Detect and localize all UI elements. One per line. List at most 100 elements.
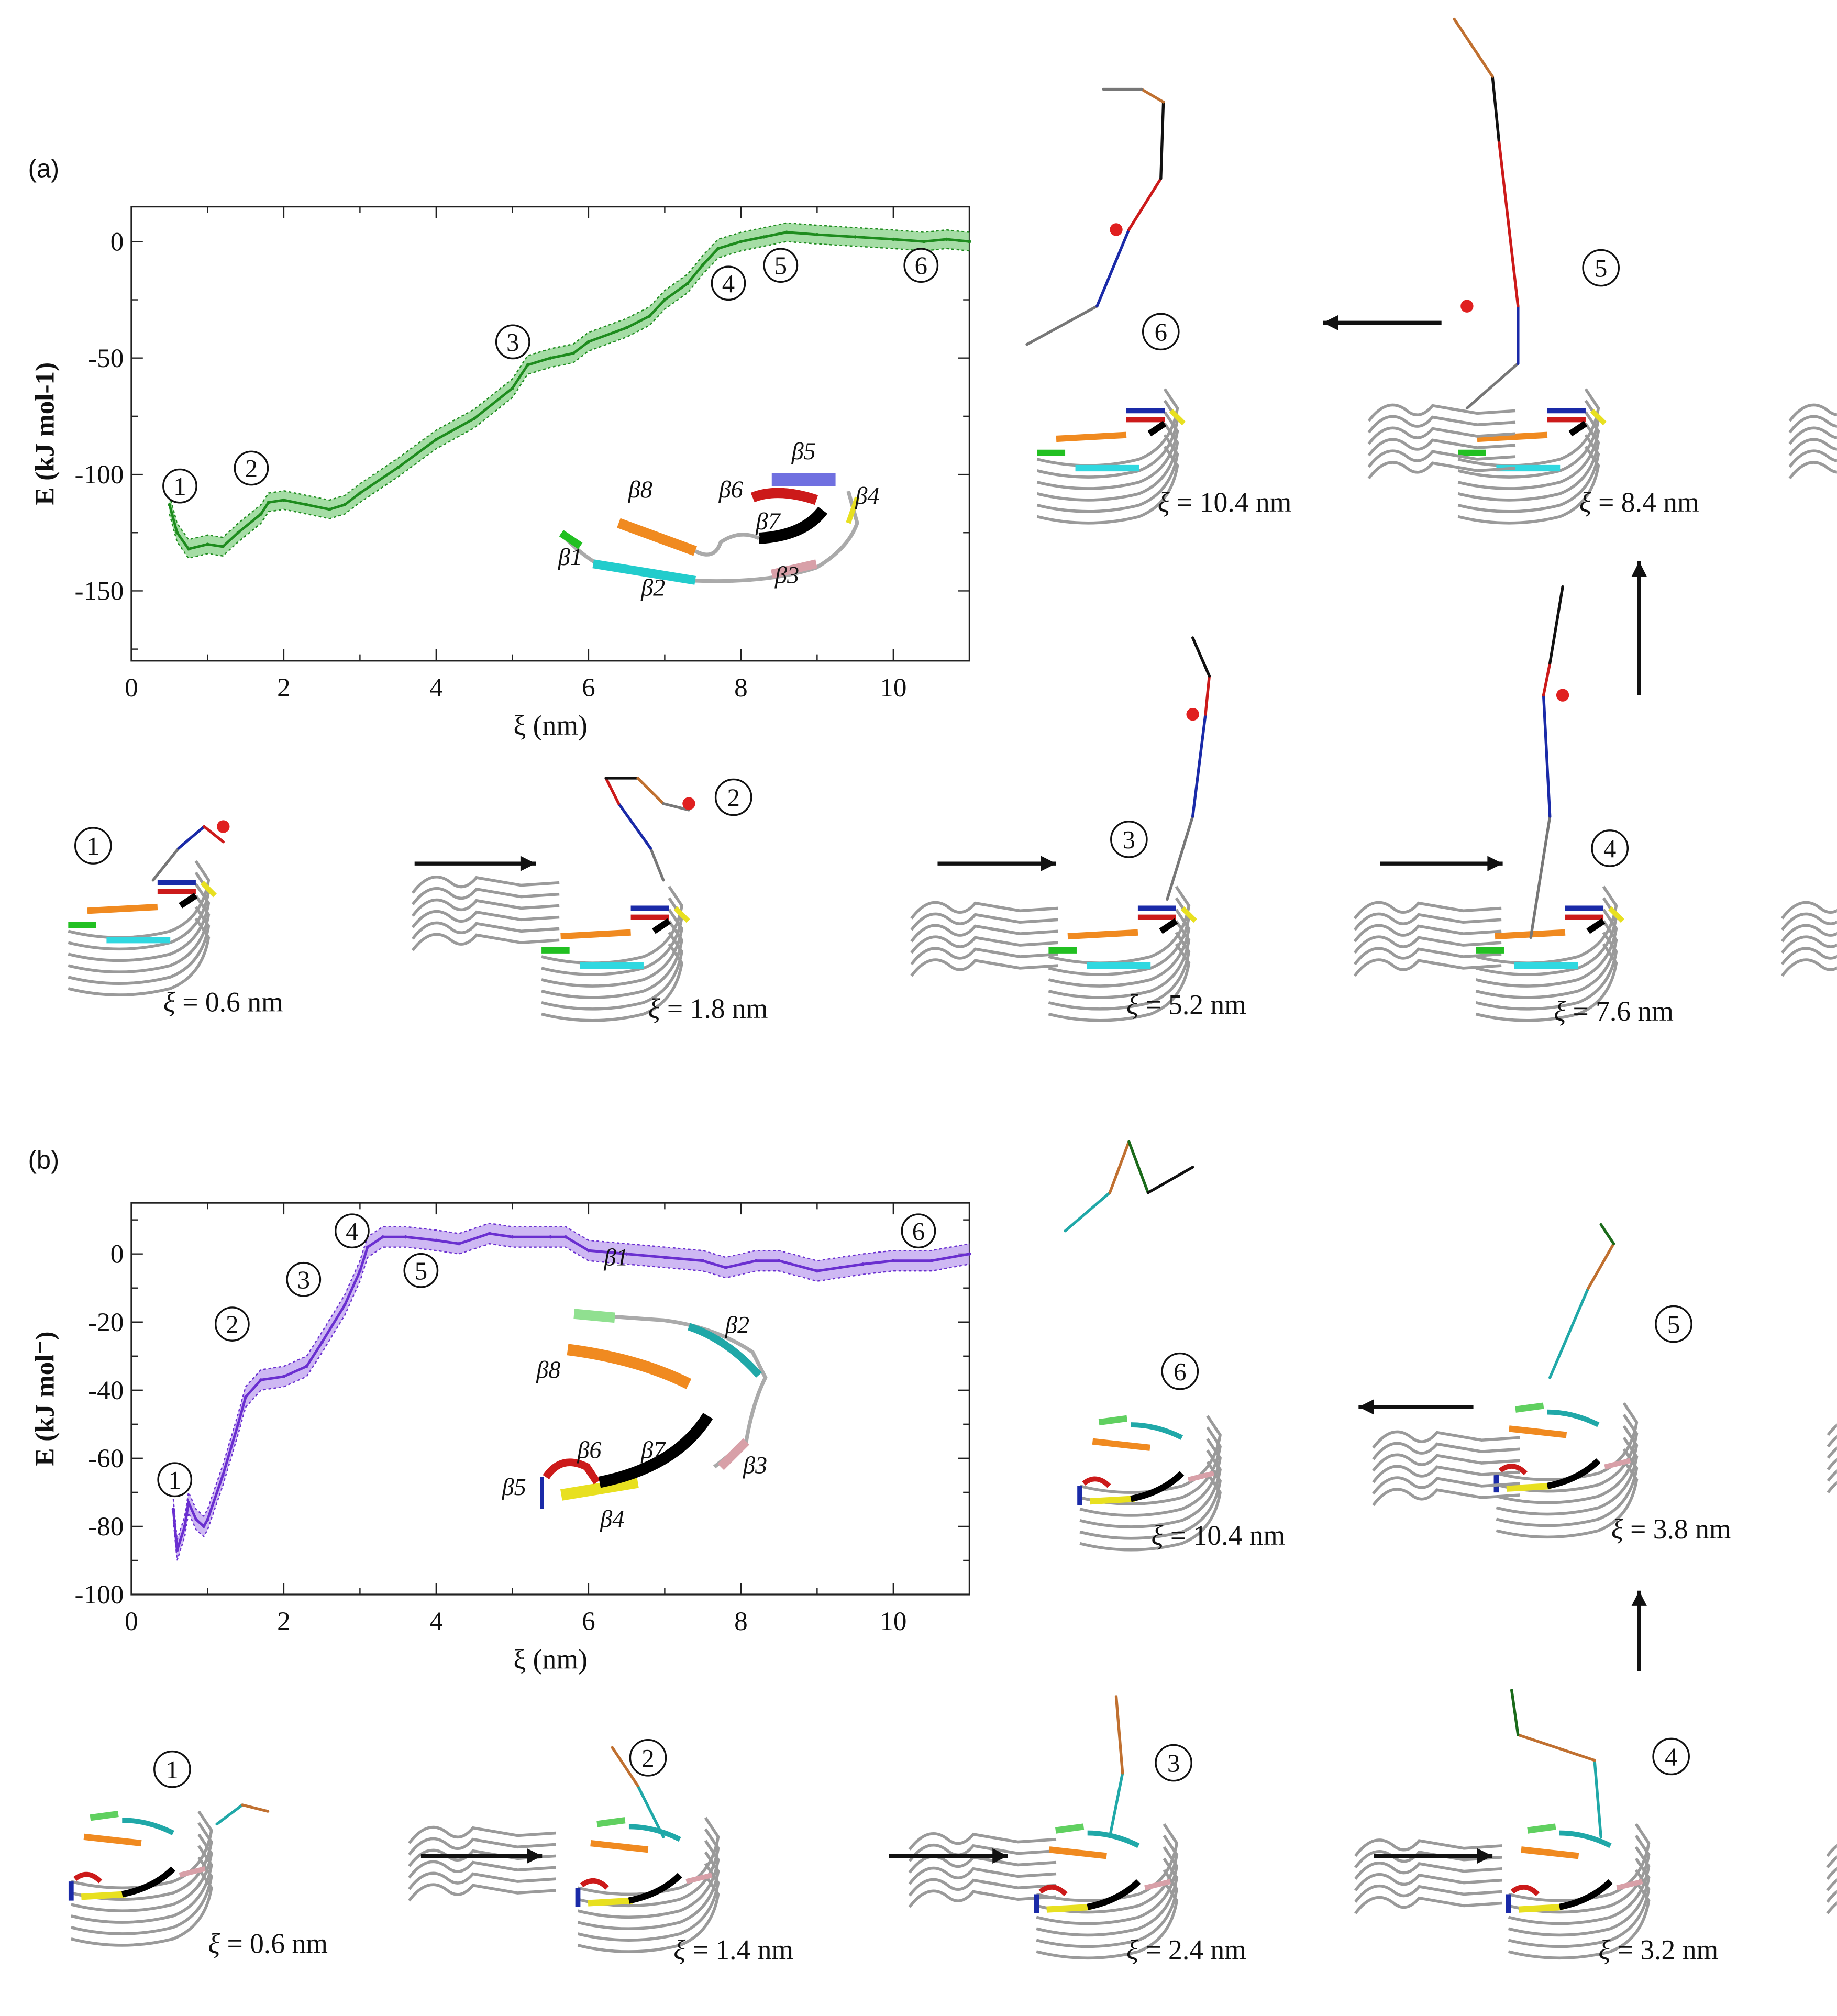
fibril-layer: [1496, 1459, 1639, 1539]
fibril-layer: [577, 1840, 720, 1919]
arrow-head: [1358, 1399, 1374, 1415]
data-point: [171, 1508, 175, 1511]
xi-symbol: ξ: [673, 1933, 686, 1966]
strand-beta4: [1590, 408, 1607, 426]
fibril-layer: [908, 1889, 1057, 1908]
fibril-layer: [1353, 912, 1502, 931]
fibril-layer: [1457, 434, 1600, 513]
fibril-layer: [1788, 426, 1837, 445]
chart-annotation-1: 1: [162, 468, 197, 504]
data-point: [511, 386, 514, 390]
strand-beta4: [588, 1897, 633, 1907]
fibril-layer: [541, 920, 683, 999]
chart-annotation-3: 3: [495, 324, 530, 360]
data-point: [625, 326, 628, 330]
x-tick-label: 8: [734, 673, 748, 703]
snapshot-b-6: [1064, 1140, 1520, 1552]
circle-number: 6: [1174, 1358, 1186, 1386]
strand-beta2: [1131, 1422, 1183, 1440]
data-point: [236, 1422, 240, 1426]
x-tick-label: 0: [125, 673, 138, 703]
fibril-layer: [1036, 1880, 1179, 1960]
xi-value: = 10.4 nm: [1169, 486, 1292, 518]
data-point: [366, 1245, 370, 1249]
strand-beta8: [1509, 1425, 1567, 1438]
snapshot-step-marker: 1: [153, 1750, 191, 1788]
circle-number: 4: [722, 270, 735, 298]
snapshot-a-6: [1025, 87, 1516, 525]
strand-beta6: [1038, 1885, 1068, 1897]
xi-symbol: ξ: [163, 986, 175, 1018]
data-point: [861, 1262, 865, 1266]
data-point: [785, 230, 789, 234]
strand-beta1: [90, 1810, 119, 1821]
fibril-layer: [908, 1832, 1057, 1851]
chart-annotation-5: 5: [763, 248, 799, 283]
strand-beta7: [179, 893, 198, 909]
fibril-layer: [1353, 901, 1502, 920]
data-point: [206, 1517, 209, 1522]
error-bar-upper: [172, 1222, 970, 1541]
fibril-layer: [1036, 1869, 1179, 1948]
inset-label-beta2: β2: [640, 575, 665, 602]
inset-topology-a: [559, 473, 860, 585]
circle-marker: [901, 1213, 936, 1249]
strand-beta3: [770, 559, 817, 579]
x-tick-label: 10: [880, 1607, 906, 1636]
fibril-layer: [908, 1855, 1057, 1874]
pulled-chain-segment: [1166, 815, 1194, 901]
xi-symbol: ξ: [208, 1927, 220, 1959]
inset-label-beta5: β5: [502, 1474, 526, 1501]
fibril-layer: [577, 1874, 720, 1953]
fibril-layer: [1353, 958, 1502, 977]
chart-annotation-5: 5: [403, 1253, 439, 1288]
fibril-layer: [910, 901, 1058, 920]
xi-value: = 7.6 nm: [1566, 995, 1674, 1027]
pulled-chain-segment: [1587, 1242, 1615, 1290]
strand-beta3: [1144, 1879, 1171, 1891]
residue-marker: [1186, 707, 1199, 721]
arrow-head: [1041, 856, 1057, 871]
strand-beta8: [1067, 929, 1138, 940]
pulled-chain-segment: [1542, 662, 1552, 697]
fibril-layer: [1827, 1423, 1837, 1436]
data-point: [739, 240, 743, 243]
data-point: [305, 1365, 308, 1368]
fibril-layer: [1372, 1476, 1520, 1495]
strand-beta6: [580, 1878, 609, 1890]
xi-value: = 2.4 nm: [1138, 1933, 1246, 1966]
data-point: [968, 240, 971, 243]
circle-number: 2: [245, 455, 258, 483]
data-point: [221, 1474, 225, 1477]
y-tick-label: -100: [75, 460, 124, 490]
y-tick-label: -60: [88, 1444, 124, 1474]
snapshot-a-5: [1453, 17, 1837, 525]
circle-number: 1: [166, 1756, 179, 1784]
circle-marker: [1161, 1352, 1199, 1390]
strand-beta6: [1510, 1885, 1540, 1897]
inset-label-beta6: β6: [718, 477, 743, 503]
strand-beta4: [81, 1891, 126, 1900]
strand-beta1: [559, 530, 583, 549]
fibril-layer: [408, 1871, 556, 1890]
fibril-layer: [541, 909, 683, 988]
pulled-chain-segment: [1095, 228, 1131, 308]
data-point: [434, 438, 438, 441]
pulled-chain-segment: [1191, 713, 1207, 818]
fibril-layer: [68, 906, 211, 985]
circle-number: 4: [346, 1217, 358, 1246]
strand-beta3: [1604, 1458, 1631, 1470]
data-point: [320, 1341, 324, 1344]
fibril-layer: [408, 1837, 556, 1856]
fibril-layer: [68, 860, 211, 939]
pulled-chain-segment: [662, 802, 691, 812]
fibril-layer: [577, 1863, 720, 1942]
pulled-chain-segment: [1114, 1695, 1124, 1775]
data-point: [457, 1242, 461, 1246]
error-band: [173, 1223, 970, 1560]
fibril-layer: [1036, 1857, 1179, 1937]
inset-label-beta4: β4: [855, 483, 879, 509]
fibril-layer: [411, 910, 560, 928]
residue-marker: [1556, 689, 1569, 702]
pulled-chain-segment: [1108, 1771, 1124, 1838]
